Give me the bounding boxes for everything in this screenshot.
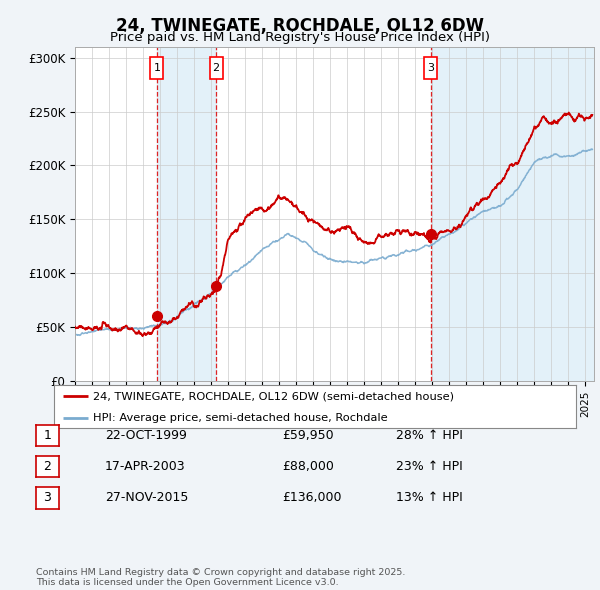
FancyBboxPatch shape — [424, 57, 437, 79]
Text: 1: 1 — [43, 429, 52, 442]
Text: 28% ↑ HPI: 28% ↑ HPI — [396, 429, 463, 442]
Text: 17-APR-2003: 17-APR-2003 — [105, 460, 185, 473]
Text: 24, TWINEGATE, ROCHDALE, OL12 6DW (semi-detached house): 24, TWINEGATE, ROCHDALE, OL12 6DW (semi-… — [93, 391, 454, 401]
Text: 23% ↑ HPI: 23% ↑ HPI — [396, 460, 463, 473]
FancyBboxPatch shape — [151, 57, 163, 79]
Text: 3: 3 — [427, 63, 434, 73]
FancyBboxPatch shape — [209, 57, 223, 79]
Text: £88,000: £88,000 — [282, 460, 334, 473]
Text: Price paid vs. HM Land Registry's House Price Index (HPI): Price paid vs. HM Land Registry's House … — [110, 31, 490, 44]
Text: Contains HM Land Registry data © Crown copyright and database right 2025.
This d: Contains HM Land Registry data © Crown c… — [36, 568, 406, 587]
Text: 27-NOV-2015: 27-NOV-2015 — [105, 491, 188, 504]
Text: 13% ↑ HPI: 13% ↑ HPI — [396, 491, 463, 504]
Text: 22-OCT-1999: 22-OCT-1999 — [105, 429, 187, 442]
Text: 2: 2 — [43, 460, 52, 473]
Text: 1: 1 — [154, 63, 160, 73]
Text: 24, TWINEGATE, ROCHDALE, OL12 6DW: 24, TWINEGATE, ROCHDALE, OL12 6DW — [116, 17, 484, 35]
Text: 2: 2 — [212, 63, 220, 73]
Bar — [157, 47, 216, 381]
Bar — [431, 47, 594, 381]
Text: 3: 3 — [43, 491, 52, 504]
Text: £136,000: £136,000 — [282, 491, 341, 504]
Text: HPI: Average price, semi-detached house, Rochdale: HPI: Average price, semi-detached house,… — [93, 414, 388, 424]
Text: £59,950: £59,950 — [282, 429, 334, 442]
